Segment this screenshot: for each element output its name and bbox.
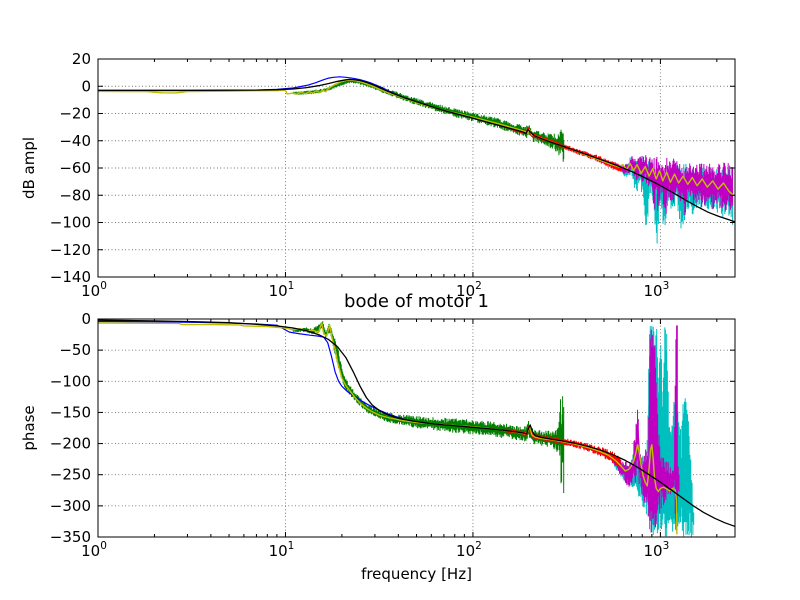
ytick-label-amplitude: −40 <box>59 132 91 150</box>
x-axis-label: frequency [Hz] <box>361 565 472 583</box>
ytick-label-amplitude: −100 <box>50 214 91 232</box>
xtick-label-phase: 101 <box>269 540 295 560</box>
series-green-noise-phase <box>292 321 565 493</box>
series-model-fit-phase <box>98 319 735 528</box>
ytick-label-amplitude: −140 <box>50 268 91 286</box>
ytick-label-amplitude: −80 <box>59 186 91 204</box>
ytick-label-phase: −100 <box>50 372 91 390</box>
xtick-label-phase: 103 <box>644 540 670 560</box>
xtick-label-amplitude: 101 <box>269 280 295 300</box>
xtick-label-amplitude: 100 <box>81 280 107 300</box>
series-green-noise-amplitude <box>292 79 565 162</box>
xtick-label-phase: 102 <box>456 540 482 560</box>
ytick-label-amplitude: −120 <box>50 241 91 259</box>
series-blue-measure-phase <box>98 320 403 419</box>
ytick-label-amplitude: −20 <box>59 105 91 123</box>
ytick-label-phase: −350 <box>50 528 91 546</box>
amplitude-y-axis-label: dB ampl <box>20 136 38 200</box>
ytick-label-phase: −50 <box>59 341 91 359</box>
axes-frame-amplitude <box>97 58 736 278</box>
series-yellow-average-phase <box>98 322 678 535</box>
ytick-label-amplitude: 20 <box>72 50 91 68</box>
ytick-label-phase: −200 <box>50 435 91 453</box>
xtick-label-amplitude: 102 <box>456 280 482 300</box>
ytick-label-phase: −150 <box>50 403 91 421</box>
ytick-label-amplitude: 0 <box>81 77 91 95</box>
ytick-label-amplitude: −60 <box>59 159 91 177</box>
grid-phase <box>98 319 735 537</box>
plot-title: bode of motor 1 <box>344 291 489 312</box>
ytick-label-phase: −250 <box>50 466 91 484</box>
ytick-label-phase: −300 <box>50 497 91 515</box>
axes-frame-phase <box>97 318 736 538</box>
ytick-label-phase: 0 <box>81 310 91 328</box>
phase-y-axis-label: phase <box>20 405 38 451</box>
xtick-label-phase: 100 <box>81 540 107 560</box>
xtick-label-amplitude: 103 <box>644 280 670 300</box>
series-model-fit-amplitude <box>98 78 735 223</box>
